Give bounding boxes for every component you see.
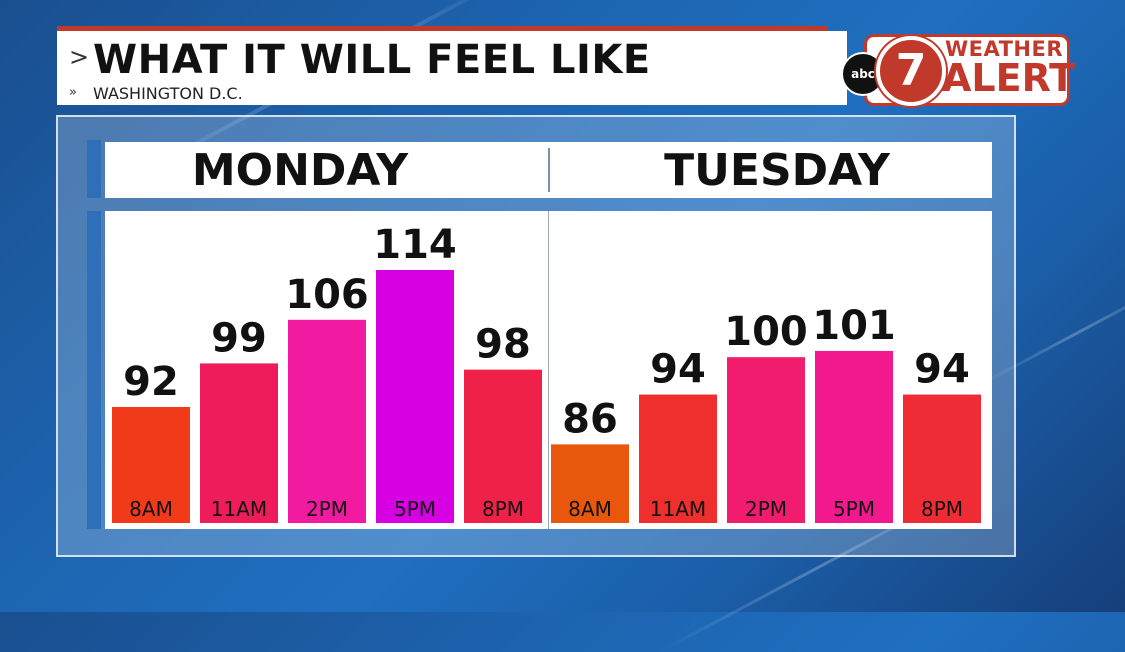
bar-time-label: 8AM: [129, 497, 173, 521]
bar-tuesday-2pm: [727, 357, 805, 523]
channel-7-logo: 7: [876, 36, 946, 106]
bar-time-label: 8AM: [568, 497, 612, 521]
badge-weather-text: WEATHER: [944, 37, 1064, 61]
chart-row-accent: [87, 211, 101, 529]
double-chevron-icon: »: [69, 85, 77, 100]
bar-value-label: 106: [285, 272, 369, 318]
bar-time-label: 5PM: [833, 497, 875, 521]
bar-value-label: 86: [562, 396, 618, 442]
bar-monday-11am: [200, 363, 278, 523]
bar-value-label: 101: [812, 303, 896, 349]
bar-time-label: 11AM: [211, 497, 267, 521]
bar-value-label: 92: [123, 359, 179, 405]
bar-time-label: 8PM: [921, 497, 963, 521]
bar-time-label: 2PM: [745, 497, 787, 521]
day-divider: [548, 148, 550, 192]
weather-alert-badge: abc 7 WEATHER ALERT: [838, 28, 1076, 110]
bar-value-label: 99: [211, 315, 267, 361]
day-label-tuesday: TUESDAY: [664, 145, 890, 196]
chevron-right-icon: >: [69, 43, 90, 71]
bar-value-label: 94: [650, 347, 706, 393]
bar-tuesday-8pm: [903, 394, 981, 523]
bar-time-label: 8PM: [482, 497, 524, 521]
bar-time-label: 5PM: [394, 497, 436, 521]
page-title: WHAT IT WILL FEEL LIKE: [93, 37, 651, 83]
bar-monday-8am: [112, 407, 190, 523]
day-label-monday: MONDAY: [191, 145, 409, 196]
bar-tuesday-5pm: [815, 350, 893, 523]
badge-alert-text: ALERT: [942, 56, 1076, 100]
bar-monday-8pm: [464, 369, 542, 523]
bar-tuesday-8am: [551, 444, 629, 523]
bar-value-label: 94: [914, 347, 970, 393]
bar-value-label: 100: [724, 309, 808, 355]
bar-tuesday-11am: [639, 394, 717, 523]
header-banner: > WHAT IT WILL FEEL LIKE » WASHINGTON D.…: [57, 31, 847, 105]
bar-monday-2pm: [288, 319, 366, 523]
bar-value-label: 98: [475, 322, 531, 368]
day-row-accent: [87, 140, 101, 198]
chart-divider: [548, 211, 549, 529]
feels-like-bar-chart: 92 8AM 99 11AM 106 2PM 114 5PM 98 8PM 86 8AM 94 11AM 1…: [112, 222, 981, 523]
bar-monday-5pm: [376, 270, 454, 523]
header-accent-strip: [57, 26, 827, 31]
bar-value-label: 114: [373, 222, 457, 268]
bar-time-label: 2PM: [306, 497, 348, 521]
location-subtitle: WASHINGTON D.C.: [93, 84, 243, 103]
bar-time-label: 11AM: [650, 497, 706, 521]
